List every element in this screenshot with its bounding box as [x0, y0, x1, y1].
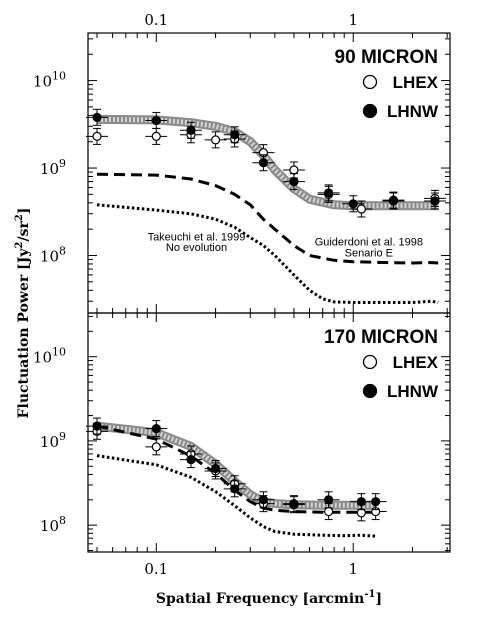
lhnw-point	[289, 499, 299, 509]
lhnw-point	[258, 495, 269, 505]
lhnw-point	[348, 199, 358, 209]
x-ticks	[96, 313, 448, 552]
y-axis-label: Fluctuation Power [Jy2/sr2]	[14, 208, 32, 419]
lhnw-series	[86, 417, 387, 513]
lhex-point	[92, 131, 102, 142]
plot-frame	[87, 312, 451, 553]
x-tick-label: 0.1	[144, 560, 168, 578]
x-axis-label: Spatial Frequency [arcmin-1]	[156, 589, 382, 607]
y-tick-label: 109	[40, 430, 66, 451]
y-tick-label: 109	[40, 157, 66, 178]
lhnw-point	[388, 196, 399, 206]
lhex-legend-label: LHEX	[393, 73, 439, 92]
lhex-legend-label: LHEX	[393, 353, 439, 372]
x-tick-label-top: 1	[348, 11, 358, 29]
lhex-legend-marker	[362, 74, 378, 90]
lhnw-point	[151, 115, 161, 126]
model-band	[96, 114, 439, 211]
guiderdoni-model-line	[96, 424, 376, 514]
lhex-point	[324, 506, 334, 517]
x-tick-label-top: 0.1	[144, 11, 168, 29]
lhnw-point	[289, 176, 299, 187]
lhnw-point	[151, 424, 161, 434]
lhnw-point	[92, 421, 102, 431]
lhex-point	[356, 204, 366, 214]
y-ticks	[88, 38, 450, 302]
lhnw-legend-marker	[362, 383, 378, 399]
lhnw-point	[92, 112, 102, 122]
model-band	[96, 421, 376, 510]
x-tick-label: 1	[348, 560, 358, 578]
lhex-point	[151, 131, 161, 142]
guiderdoni-model-line	[96, 172, 439, 265]
lhnw-legend-marker	[362, 103, 378, 119]
lhnw-legend-label: LHNW	[387, 102, 439, 121]
model-annotation: No evolution	[166, 242, 227, 254]
lhnw-point	[186, 125, 196, 135]
x-ticks	[96, 33, 448, 313]
lhex-legend-marker	[362, 354, 378, 370]
model-annotation: Senario E	[345, 247, 393, 259]
panel-title: 90 MICRON	[335, 47, 438, 68]
lhnw-series	[86, 108, 446, 213]
lhnw-point	[230, 130, 240, 140]
lhnw-point	[230, 484, 240, 494]
lhnw-point	[324, 495, 334, 505]
y-ticks	[88, 315, 450, 552]
lhex-point	[289, 165, 299, 175]
takeuchi-model-line	[96, 203, 439, 304]
lhnw-point	[356, 497, 366, 507]
lhnw-point	[430, 196, 440, 206]
lhex-point	[151, 442, 161, 452]
lhnw-point	[324, 188, 334, 198]
panel-title: 170 MICRON	[324, 327, 438, 348]
lhnw-legend-label: LHNW	[387, 382, 439, 401]
panel-2: 0.1 1 108 109 1010 170 MICRON LHEX LHNW	[33, 312, 451, 578]
lhnw-point	[371, 497, 381, 507]
model-band-hatch	[96, 423, 376, 508]
takeuchi-model-line	[96, 454, 376, 538]
y-tick-label: 108	[40, 514, 66, 535]
y-tick-label: 108	[40, 244, 66, 265]
lhnw-point	[258, 158, 269, 168]
model-annotation: Guiderdoni et al. 1998	[315, 237, 423, 249]
lhnw-point	[210, 463, 221, 474]
y-tick-label: 1010	[33, 70, 66, 91]
y-tick-label: 1010	[33, 346, 66, 367]
lhex-point	[210, 135, 221, 145]
model-annotation: Takeuchi et al. 1999	[148, 232, 246, 244]
lhnw-point	[186, 455, 196, 465]
